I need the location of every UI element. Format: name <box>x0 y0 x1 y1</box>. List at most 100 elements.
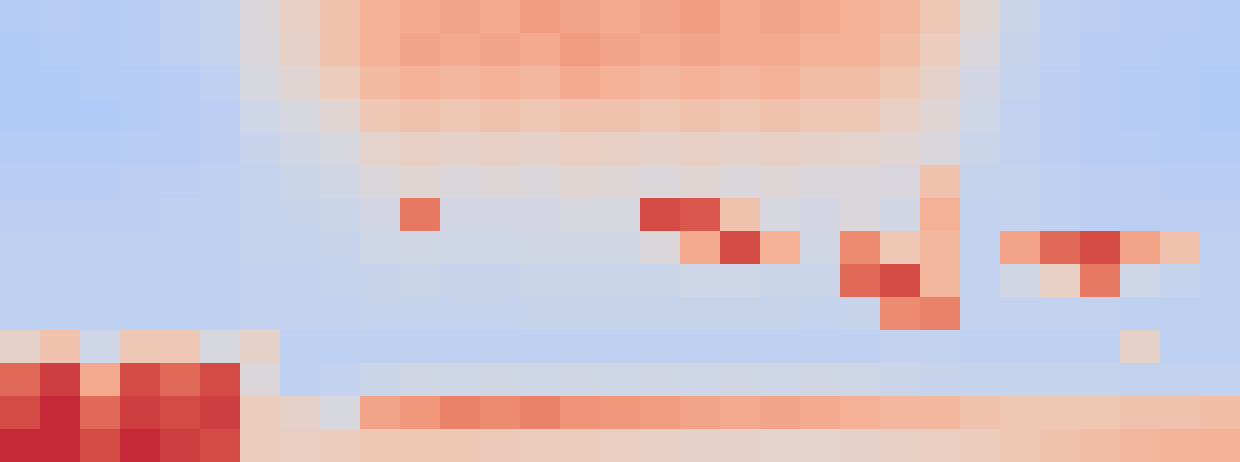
heatmap-cell <box>600 396 641 430</box>
heatmap-cell <box>480 66 521 100</box>
heatmap-cell <box>280 165 321 199</box>
heatmap-cell <box>600 198 641 232</box>
heatmap-cell <box>320 66 361 100</box>
heatmap-cell <box>240 330 281 364</box>
heatmap-cell <box>600 33 641 67</box>
heatmap-cell <box>640 66 681 100</box>
heatmap-cell <box>240 132 281 166</box>
heatmap-cell <box>440 297 481 331</box>
heatmap-cell <box>440 132 481 166</box>
heatmap-cell <box>1080 99 1121 133</box>
heatmap-cell <box>640 132 681 166</box>
heatmap-cell <box>320 165 361 199</box>
heatmap-cell <box>80 99 121 133</box>
heatmap-cell <box>200 99 241 133</box>
heatmap-cell <box>80 429 121 462</box>
heatmap-cell <box>200 165 241 199</box>
heatmap-cell <box>920 264 961 298</box>
heatmap-cell <box>480 99 521 133</box>
heatmap-cell <box>560 66 601 100</box>
heatmap-cell <box>1080 165 1121 199</box>
heatmap-cell <box>400 33 441 67</box>
heatmap-cell <box>0 66 41 100</box>
heatmap-cell <box>960 363 1001 397</box>
heatmap-cell <box>120 429 161 462</box>
heatmap-cell <box>1120 33 1161 67</box>
heatmap-cell <box>960 132 1001 166</box>
heatmap-cell <box>1120 363 1161 397</box>
heatmap-cell <box>0 99 41 133</box>
heatmap-cell <box>400 198 441 232</box>
heatmap-cell <box>360 429 401 462</box>
heatmap-cell <box>1080 0 1121 34</box>
heatmap-cell <box>560 33 601 67</box>
heatmap-cell <box>520 99 561 133</box>
heatmap-cell <box>200 33 241 67</box>
heatmap-cell <box>760 429 801 462</box>
heatmap-cell <box>800 396 841 430</box>
heatmap-cell <box>760 33 801 67</box>
heatmap-cell <box>80 330 121 364</box>
heatmap-cell <box>1160 396 1201 430</box>
heatmap-cell <box>760 66 801 100</box>
heatmap-cell <box>200 66 241 100</box>
heatmap-cell <box>640 297 681 331</box>
heatmap-cell <box>1160 66 1201 100</box>
heatmap-cell <box>0 198 41 232</box>
heatmap-cell <box>1160 198 1201 232</box>
heatmap-cell <box>520 363 561 397</box>
heatmap-cell <box>480 297 521 331</box>
heatmap-cell <box>880 33 921 67</box>
heatmap-cell <box>1000 0 1041 34</box>
heatmap-cell <box>880 99 921 133</box>
heatmap-cell <box>560 264 601 298</box>
heatmap-cell <box>480 0 521 34</box>
heatmap-cell <box>1200 330 1240 364</box>
heatmap-cell <box>120 396 161 430</box>
heatmap-cell <box>520 33 561 67</box>
heatmap-cell <box>640 429 681 462</box>
heatmap-cell <box>360 99 401 133</box>
heatmap-cell <box>40 429 81 462</box>
heatmap-cell <box>800 99 841 133</box>
heatmap-cell <box>360 198 401 232</box>
heatmap-cell <box>80 33 121 67</box>
heatmap-cell <box>200 330 241 364</box>
heatmap-cell <box>1200 0 1240 34</box>
heatmap-cell <box>200 363 241 397</box>
heatmap-cell <box>1120 330 1161 364</box>
heatmap-cell <box>400 396 441 430</box>
heatmap-cell <box>0 33 41 67</box>
heatmap-cell <box>1000 264 1041 298</box>
heatmap-cell <box>160 363 201 397</box>
heatmap-cell <box>1040 231 1081 265</box>
heatmap-cell <box>80 231 121 265</box>
heatmap-cell <box>720 165 761 199</box>
heatmap-cell <box>560 330 601 364</box>
heatmap-cell <box>840 132 881 166</box>
heatmap-cell <box>640 198 681 232</box>
heatmap-cell <box>800 0 841 34</box>
heatmap-cell <box>320 231 361 265</box>
heatmap-cell <box>1120 264 1161 298</box>
heatmap-cell <box>760 0 801 34</box>
heatmap-cell <box>1200 363 1240 397</box>
heatmap-cell <box>40 297 81 331</box>
heatmap-cell <box>1080 132 1121 166</box>
heatmap-cell <box>1000 99 1041 133</box>
heatmap-cell <box>480 264 521 298</box>
heatmap-cell <box>320 330 361 364</box>
heatmap-cell <box>440 264 481 298</box>
heatmap-cell <box>800 198 841 232</box>
heatmap-cell <box>360 66 401 100</box>
heatmap-cell <box>440 198 481 232</box>
heatmap-cell <box>760 165 801 199</box>
heatmap-cell <box>920 198 961 232</box>
heatmap-cell <box>160 396 201 430</box>
heatmap-cell <box>960 33 1001 67</box>
heatmap-cell <box>40 165 81 199</box>
heatmap-cell <box>720 264 761 298</box>
heatmap-cell <box>40 66 81 100</box>
heatmap-cell <box>720 66 761 100</box>
heatmap-cell <box>200 264 241 298</box>
